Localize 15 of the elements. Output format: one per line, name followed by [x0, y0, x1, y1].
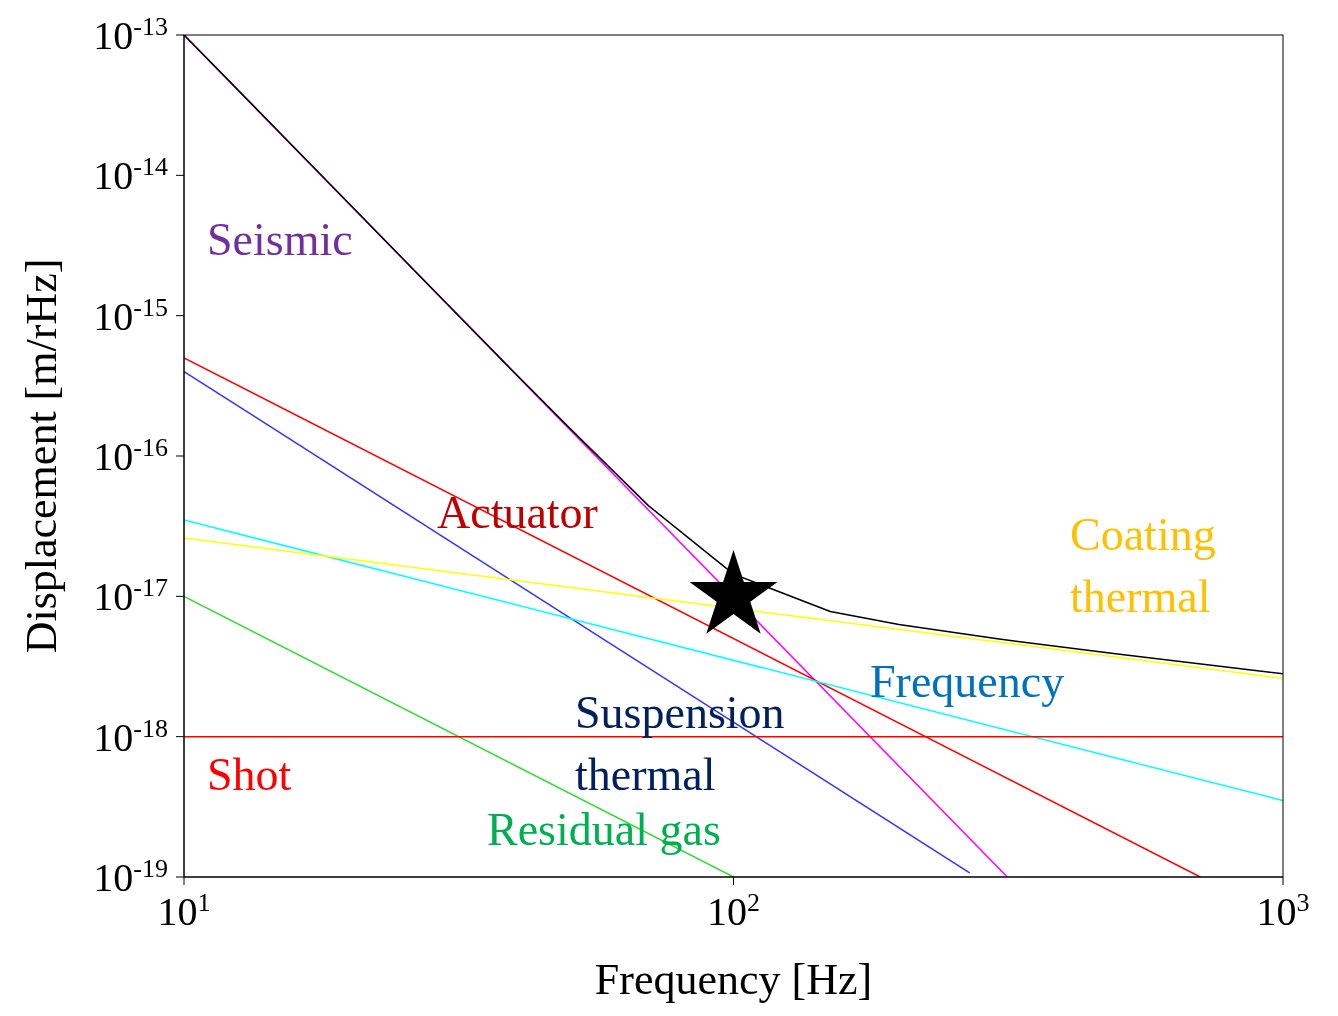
x-tick-label: 10$^{2}$ — [707, 887, 760, 934]
series-label: Coating thermal — [1070, 509, 1216, 622]
y-tick-label: 10$^{-13}$ — [93, 11, 168, 58]
x-tick-label: 10$^{3}$ — [1256, 887, 1310, 934]
y-axis-title: Displacement [m/rHz] — [17, 258, 66, 654]
y-tick-label: 10$^{-18}$ — [93, 713, 168, 760]
series-label: Shot — [207, 749, 292, 800]
y-tick-label: 10$^{-14}$ — [93, 151, 168, 199]
y-tick-label: 10$^{-15}$ — [93, 292, 168, 339]
series-label: Frequency — [870, 656, 1065, 707]
x-axis-title: Frequency [Hz] — [594, 955, 873, 1004]
series-label: Seismic — [207, 214, 353, 265]
series-label: Residual gas — [487, 804, 721, 855]
y-tick-label: 10$^{-17}$ — [93, 572, 168, 620]
y-tick-label: 10$^{-16}$ — [93, 432, 168, 479]
